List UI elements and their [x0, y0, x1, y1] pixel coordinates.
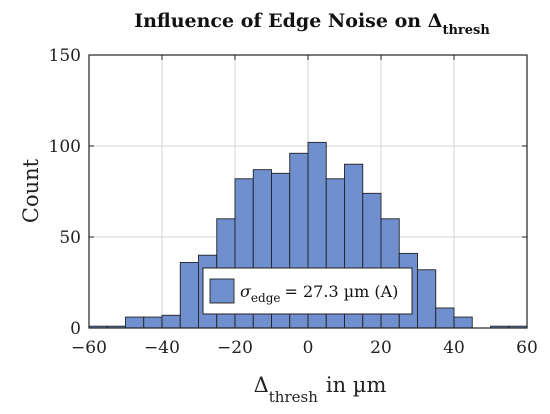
ticks [88, 54, 528, 329]
tick-labels: −60 −40 −20 0 20 40 60 0 50 100 150 [49, 46, 538, 358]
legend-box [202, 267, 413, 315]
x-tick-label: −40 [144, 338, 180, 358]
y-tick-label: 150 [49, 46, 81, 66]
y-tick-label: 50 [59, 228, 81, 248]
legend: σedge = 27.3 µm (A) [202, 267, 413, 315]
histogram-bar [435, 307, 455, 329]
legend-label: σedge = 27.3 µm (A) [240, 282, 398, 305]
histogram-bar [125, 316, 145, 329]
y-tick-label: 100 [49, 137, 81, 157]
legend-swatch [209, 278, 235, 304]
histogram-bar [179, 262, 199, 329]
x-tick-label: −60 [71, 338, 107, 358]
x-tick-label: 40 [443, 338, 465, 358]
x-tick-label: 0 [303, 338, 314, 358]
y-tick-label: 0 [70, 319, 81, 339]
histogram-bar [417, 269, 437, 329]
chart-title: Influence of Edge Noise on Δthresh [134, 10, 490, 38]
histogram-bar [161, 314, 181, 329]
x-tick-label: −20 [217, 338, 253, 358]
y-axis-label: Count [19, 158, 43, 223]
histogram-bar [143, 316, 163, 329]
x-tick-label: 20 [370, 338, 392, 358]
x-axis-label: Δthresh in µm [254, 373, 387, 406]
x-tick-label: 60 [516, 338, 538, 358]
histogram-bar [453, 316, 473, 329]
